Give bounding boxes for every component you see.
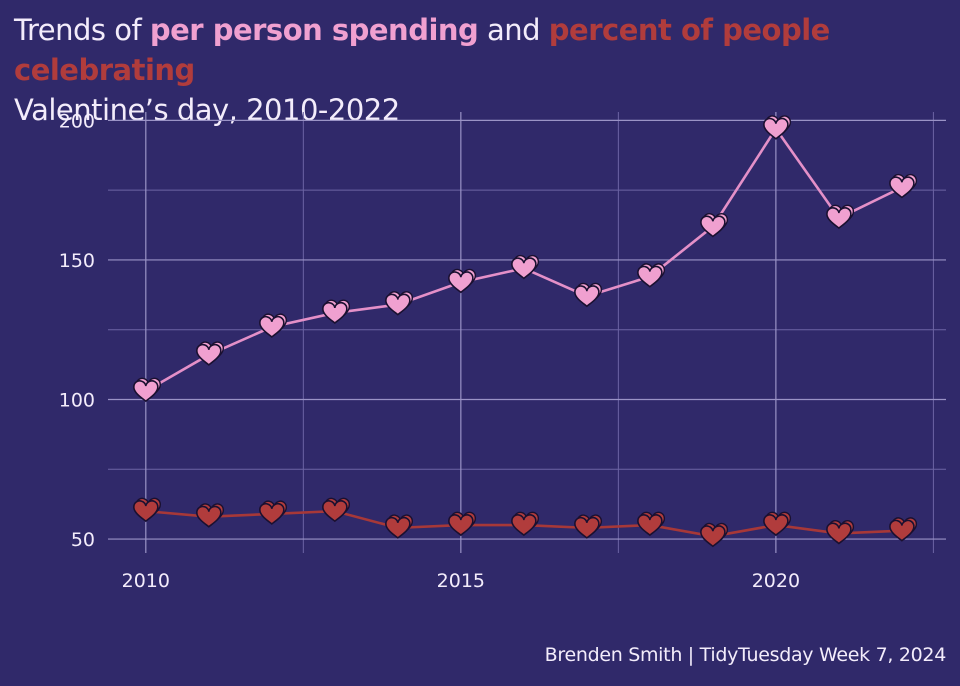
heart-icon bbox=[574, 282, 603, 308]
title-highlight-spending: per person spending bbox=[149, 13, 479, 47]
heart-icon bbox=[196, 503, 225, 528]
chart-title: Trends of per person spending and percen… bbox=[14, 10, 954, 130]
heart-icon bbox=[322, 497, 351, 523]
series-points bbox=[133, 115, 918, 548]
title-highlight-percent: percent of people celebrating bbox=[14, 13, 830, 87]
heart-icon bbox=[889, 517, 918, 542]
heart-icon bbox=[511, 511, 540, 537]
grid bbox=[108, 112, 946, 553]
heart-icon bbox=[700, 213, 729, 238]
title-part1: Trends of bbox=[14, 13, 150, 47]
x-tick-label: 2010 bbox=[122, 570, 170, 592]
title-part2: and bbox=[478, 13, 549, 47]
x-tick-label: 2020 bbox=[752, 570, 800, 592]
heart-icon bbox=[133, 497, 162, 523]
heart-icon bbox=[385, 514, 414, 539]
heart-icon bbox=[826, 204, 855, 230]
heart-icon bbox=[826, 520, 855, 545]
heart-icon bbox=[700, 522, 729, 548]
heart-icon bbox=[448, 511, 477, 537]
axis-ticks: 50 100 150 200 2010 2015 2020 bbox=[59, 110, 800, 592]
heart-icon bbox=[259, 313, 288, 338]
heart-icon bbox=[637, 511, 666, 537]
x-tick-label: 2015 bbox=[437, 570, 485, 592]
heart-icon bbox=[763, 115, 792, 140]
y-tick-label: 150 bbox=[59, 250, 95, 272]
heart-icon bbox=[574, 514, 603, 539]
heart-icon bbox=[133, 377, 162, 403]
caption: Brenden Smith | TidyTuesday Week 7, 2024 bbox=[544, 644, 947, 666]
title-line2: Valentine’s day, 2010-2022 bbox=[14, 93, 400, 127]
y-tick-label: 100 bbox=[59, 389, 95, 411]
heart-icon bbox=[385, 291, 414, 316]
heart-icon bbox=[259, 500, 288, 525]
heart-icon bbox=[889, 173, 918, 199]
heart-icon bbox=[763, 511, 792, 537]
y-tick-label: 200 bbox=[59, 110, 95, 132]
y-tick-label: 50 bbox=[71, 529, 95, 551]
heart-icon bbox=[637, 263, 666, 288]
heart-icon bbox=[448, 268, 477, 294]
heart-icon bbox=[196, 341, 225, 366]
heart-icon bbox=[511, 254, 540, 280]
heart-icon bbox=[322, 299, 351, 325]
